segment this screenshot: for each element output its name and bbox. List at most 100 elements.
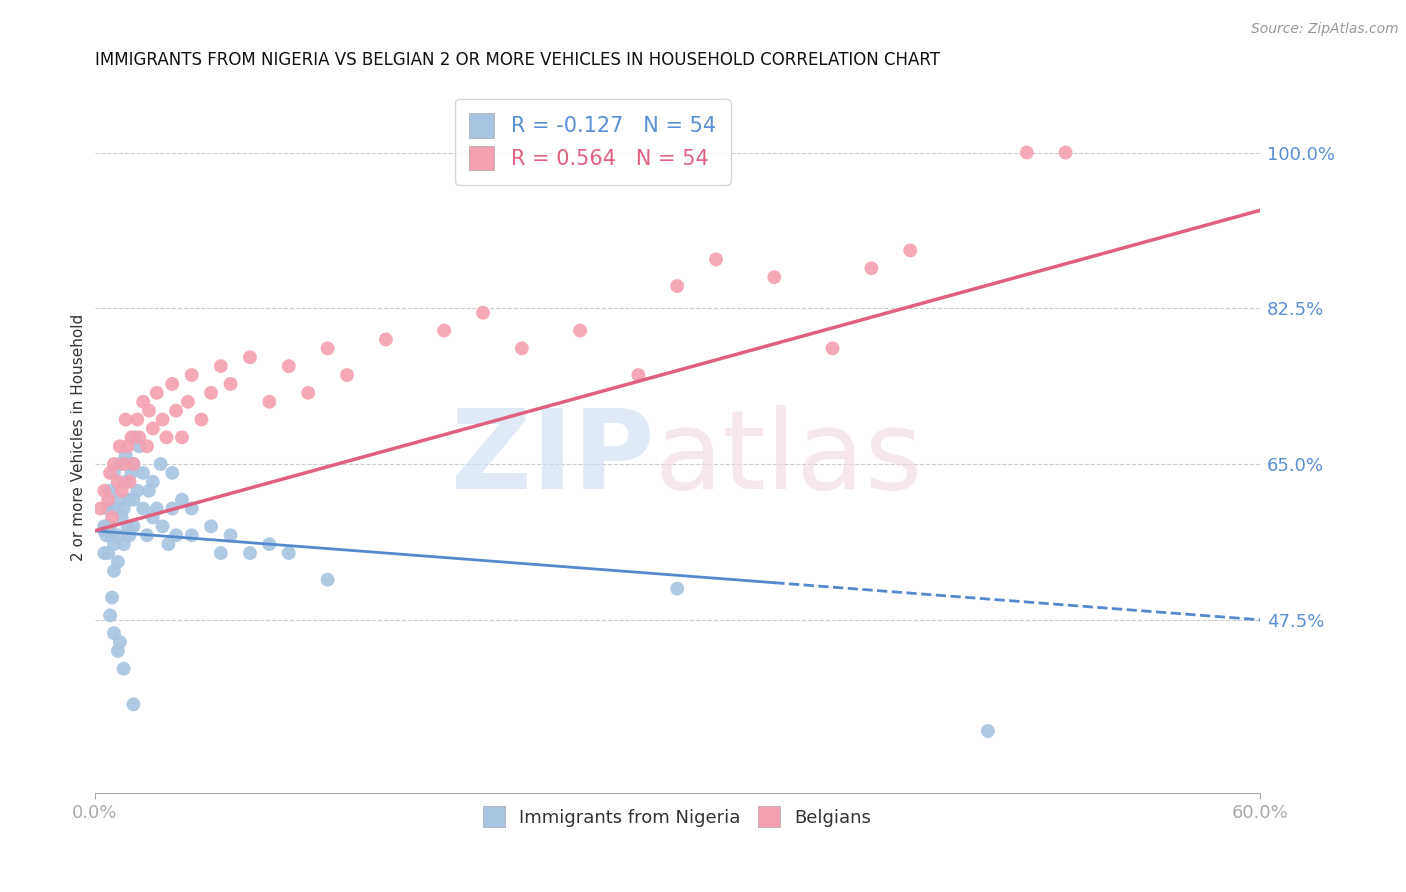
Point (209, 359, 232, 373)
Point (152, 412, 174, 426)
Point (108, 635, 131, 649)
Point (860, 261, 883, 276)
Point (97, 492, 120, 507)
Point (103, 457, 125, 471)
Point (162, 466, 184, 480)
Point (96, 519, 118, 533)
Point (180, 501, 202, 516)
Point (103, 466, 125, 480)
Point (98, 466, 121, 480)
Point (122, 492, 145, 507)
Point (128, 430, 150, 444)
Point (128, 439, 150, 453)
Point (112, 537, 135, 551)
Point (1015, 145, 1038, 160)
Point (219, 528, 242, 542)
Point (93, 546, 115, 560)
Point (152, 519, 174, 533)
Point (162, 376, 184, 391)
Point (114, 475, 136, 489)
Point (239, 546, 262, 560)
Point (114, 448, 136, 462)
Point (433, 324, 456, 338)
Point (124, 430, 146, 444)
Point (763, 270, 786, 285)
Point (114, 412, 136, 426)
Point (122, 457, 145, 471)
Point (821, 342, 844, 356)
Point (98, 483, 121, 498)
Point (259, 394, 281, 409)
Point (170, 430, 193, 444)
Point (122, 457, 145, 471)
Point (136, 439, 159, 453)
Point (142, 510, 165, 524)
Point (136, 528, 159, 542)
Text: atlas: atlas (654, 405, 922, 512)
Point (103, 626, 125, 640)
Point (107, 528, 129, 542)
Point (142, 421, 165, 435)
Point (239, 351, 262, 365)
Point (180, 528, 202, 542)
Point (259, 537, 281, 551)
Point (132, 394, 155, 409)
Text: Source: ZipAtlas.com: Source: ZipAtlas.com (1251, 22, 1399, 37)
Point (138, 483, 160, 498)
Point (297, 385, 319, 400)
Point (142, 475, 165, 489)
Point (149, 457, 172, 471)
Point (108, 492, 131, 507)
Point (112, 457, 135, 471)
Point (118, 528, 141, 542)
Point (117, 439, 139, 453)
Y-axis label: 2 or more Vehicles in Household: 2 or more Vehicles in Household (72, 314, 86, 561)
Point (374, 333, 396, 347)
Point (472, 306, 495, 320)
Point (103, 501, 125, 516)
Point (316, 342, 339, 356)
Point (103, 564, 125, 578)
Text: IMMIGRANTS FROM NIGERIA VS BELGIAN 2 OR MORE VEHICLES IN HOUSEHOLD CORRELATION C: IMMIGRANTS FROM NIGERIA VS BELGIAN 2 OR … (94, 51, 939, 69)
Point (510, 342, 533, 356)
Point (190, 412, 212, 426)
Point (127, 483, 149, 498)
Point (121, 430, 143, 444)
Point (101, 591, 124, 605)
Point (200, 385, 222, 400)
Point (121, 466, 143, 480)
Point (118, 475, 141, 489)
Point (138, 403, 160, 417)
Point (89, 501, 111, 516)
Point (132, 501, 155, 516)
Point (97, 501, 120, 516)
Legend: Immigrants from Nigeria, Belgians: Immigrants from Nigeria, Belgians (475, 799, 879, 834)
Point (219, 376, 242, 391)
Point (101, 510, 124, 524)
Point (97, 546, 120, 560)
Point (112, 662, 135, 676)
Point (112, 501, 135, 516)
Point (111, 483, 134, 498)
Point (180, 368, 202, 382)
Point (107, 555, 129, 569)
Point (1054, 145, 1077, 160)
Point (145, 385, 167, 400)
Point (111, 510, 134, 524)
Point (122, 519, 145, 533)
Point (145, 501, 167, 516)
Point (336, 368, 359, 382)
Point (108, 457, 131, 471)
Point (101, 528, 124, 542)
Point (93, 483, 115, 498)
Point (122, 698, 145, 712)
Point (93, 519, 115, 533)
Point (155, 430, 177, 444)
Point (200, 519, 222, 533)
Text: ZIP: ZIP (450, 405, 654, 512)
Point (165, 528, 187, 542)
Point (118, 492, 141, 507)
Point (165, 403, 187, 417)
Point (977, 724, 1000, 739)
Point (117, 519, 139, 533)
